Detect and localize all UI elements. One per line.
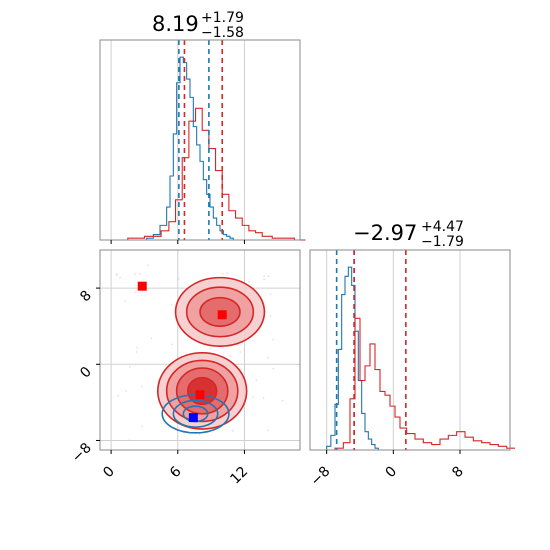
sample-point xyxy=(128,366,131,368)
sample-point xyxy=(198,433,201,436)
joint-panel: 0 6 12 −8 0 8 xyxy=(69,249,301,488)
sample-point xyxy=(281,399,284,402)
sample-point xyxy=(117,394,120,397)
sample-point xyxy=(115,273,118,275)
sample-point xyxy=(272,338,274,341)
marginal-x-panel xyxy=(99,39,306,244)
sample-point xyxy=(239,351,241,353)
sample-point xyxy=(134,273,136,275)
sample-point xyxy=(125,390,128,392)
red-histogram-series xyxy=(326,317,515,451)
sample-point xyxy=(272,367,275,370)
sample-point xyxy=(226,272,229,275)
panel-frame xyxy=(99,249,301,451)
x-tick-label: 0 xyxy=(383,464,401,482)
sample-point xyxy=(222,272,224,275)
blue-contour-level xyxy=(172,399,219,428)
y-tick-label: −8 xyxy=(69,440,95,466)
sample-point xyxy=(263,275,266,278)
sample-point xyxy=(269,293,272,296)
top-panel-title: 8.19 +1.79 −1.58 xyxy=(152,10,244,41)
x-tick-label: 0 xyxy=(100,464,118,482)
sample-point xyxy=(128,439,131,441)
sample-point xyxy=(135,351,138,353)
sample-point xyxy=(124,300,127,303)
sample-point xyxy=(267,275,270,277)
red-histogram-series xyxy=(111,107,306,241)
sample-point xyxy=(119,276,121,279)
sample-point xyxy=(171,343,173,346)
top-title-upper: +1.79 xyxy=(201,10,244,26)
sample-point xyxy=(170,303,173,306)
sample-point xyxy=(251,395,254,398)
x-tick-label: −8 xyxy=(308,464,334,490)
red-marker-point xyxy=(195,390,205,400)
y-tick-label: 0 xyxy=(77,364,95,382)
blue-marker-point xyxy=(188,413,198,423)
top-title-value: 8.19 xyxy=(152,12,199,36)
right-title-value: −2.97 xyxy=(353,221,417,245)
x-tick-label: 8 xyxy=(449,464,467,482)
right-panel-title: −2.97 +4.47 −1.79 xyxy=(353,219,464,250)
sample-point xyxy=(267,429,269,432)
panel-frame xyxy=(99,39,301,241)
red-marker-point xyxy=(137,281,147,291)
sample-point xyxy=(150,337,153,340)
sample-point xyxy=(209,347,211,350)
sample-point xyxy=(147,264,149,266)
red-marker-point xyxy=(217,310,227,320)
sample-point xyxy=(248,280,250,283)
panel-frame xyxy=(309,249,511,451)
sample-point xyxy=(232,429,234,432)
sample-point xyxy=(134,291,136,294)
sample-point xyxy=(262,397,265,399)
blue-histogram-series xyxy=(146,56,237,241)
sample-point xyxy=(269,315,272,317)
y-tick-label: 8 xyxy=(77,288,95,306)
sample-point xyxy=(263,278,265,281)
sample-point xyxy=(138,272,141,275)
sample-point xyxy=(178,277,180,280)
sample-point xyxy=(255,379,257,382)
top-title-lower: −1.58 xyxy=(201,25,244,41)
sample-point xyxy=(229,355,232,357)
x-tick-label: 12 xyxy=(227,464,251,488)
sample-point xyxy=(141,425,144,428)
right-title-upper: +4.47 xyxy=(421,219,464,235)
sample-point xyxy=(136,346,138,349)
sample-point xyxy=(141,385,143,388)
marginal-y-panel: −8 0 8 xyxy=(308,249,515,490)
sample-point xyxy=(266,356,269,359)
x-tick-label: 6 xyxy=(167,463,185,481)
sample-point xyxy=(116,274,118,277)
right-title-lower: −1.79 xyxy=(421,234,464,250)
